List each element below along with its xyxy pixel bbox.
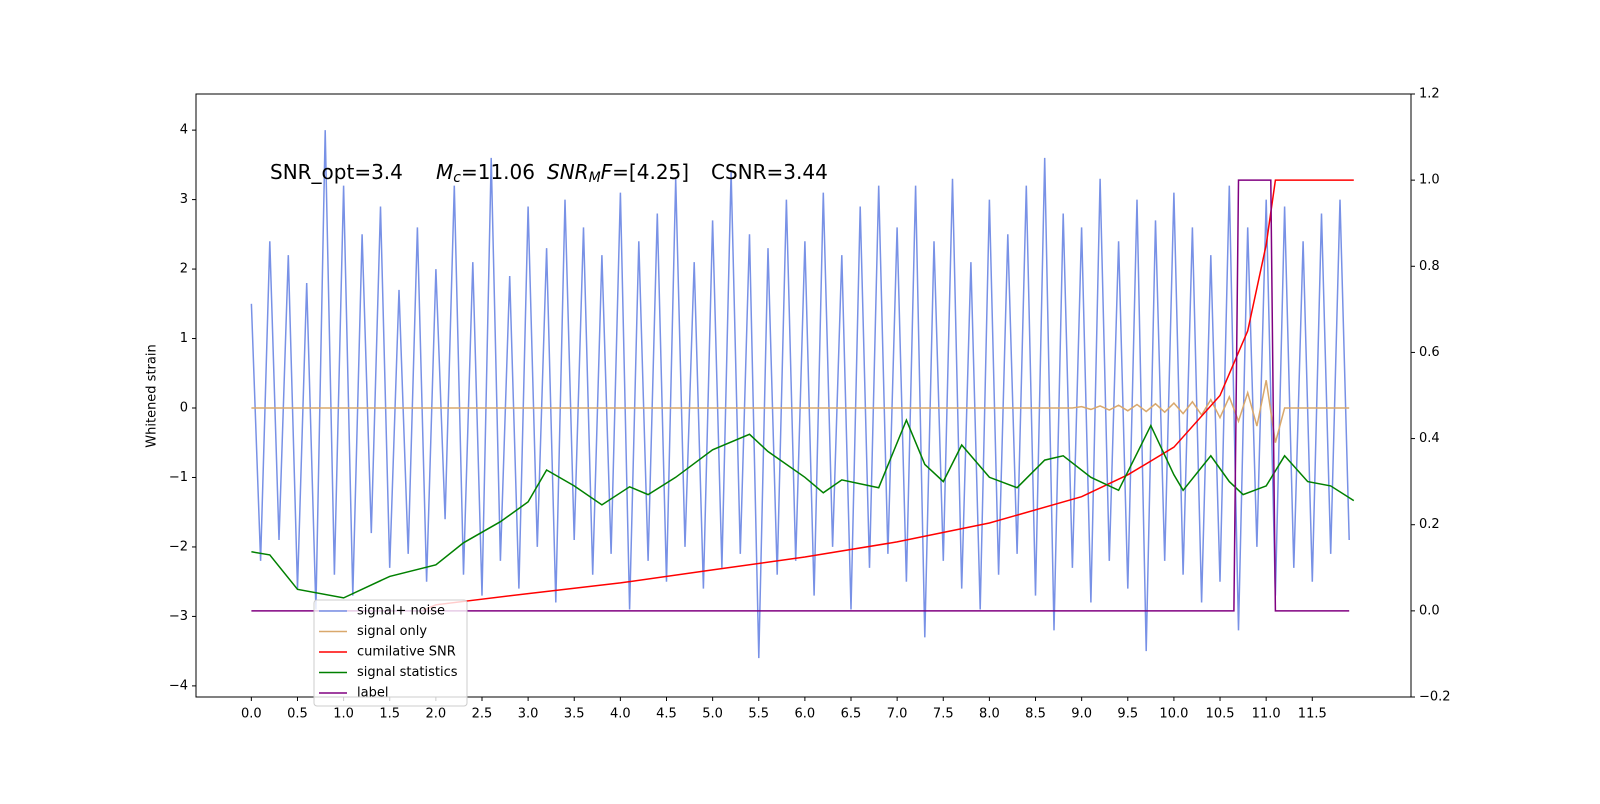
y2-tick-label: 1.0 [1419,173,1440,188]
x-tick-label: 6.5 [841,707,862,722]
annotation-part: F [601,160,613,184]
annotation-part: M [589,170,601,186]
y-tick-label: 3 [180,192,188,207]
y2-tick-label: 0.8 [1419,259,1440,274]
y2-tick-label: 1.2 [1419,87,1440,102]
series-line [251,179,1350,612]
plot-frame [195,93,1412,698]
x-tick-label: 8.5 [1025,707,1046,722]
x-tick-label: 11.0 [1252,707,1281,722]
y2-tick-label: 0.2 [1419,517,1440,532]
legend-label: label [357,686,388,701]
y-tick-label: 2 [180,262,188,277]
x-tick-label: 10.5 [1206,707,1235,722]
x-tick-label: 2.0 [426,707,447,722]
x-tick-label: 1.0 [333,707,354,722]
y2-tick-label: 0.4 [1419,431,1440,446]
legend: signal+ noise signal only cumilative SNR si… [313,599,468,707]
y-tick-label: 0 [180,401,188,416]
x-tick-label: 5.0 [702,707,723,722]
annotation-part: =[4.25] [612,160,689,184]
legend-frame [313,599,468,707]
series-line [250,130,1350,659]
x-tick-label: 7.0 [887,707,908,722]
annotation-part: =11.06 [461,160,535,184]
annotation: CSNR=3.44 [711,160,828,184]
y-tick-label: −4 [169,678,188,693]
y2-tick-label: −0.2 [1419,690,1451,705]
legend-label: cumilative SNR [357,645,456,660]
x-tick-label: 4.0 [610,707,631,722]
y2-tick-label: 0.6 [1419,345,1440,360]
series-line [251,418,1355,599]
series-line [421,179,1354,612]
annotation: Mc=11.06 [436,160,535,187]
x-tick-label: 9.0 [1071,707,1092,722]
x-tick-label: 6.0 [795,707,816,722]
y-tick-label: −1 [169,470,188,485]
y-tick-label: −2 [169,539,188,554]
legend-label: signal only [357,624,427,639]
x-tick-label: 8.0 [979,707,1000,722]
x-tick-label: 1.5 [379,707,400,722]
annotation: SNRMF=[4.25] [547,160,689,187]
annotation-part: SNR [547,160,589,184]
legend-label: signal+ noise [357,604,445,619]
y-tick-label: 4 [180,123,188,138]
x-tick-label: 0.5 [287,707,308,722]
x-tick-label: 10.0 [1159,707,1188,722]
x-tick-label: 0.0 [241,707,262,722]
y-tick-label: −3 [169,609,188,624]
x-tick-label: 3.5 [564,707,585,722]
annotation-part: M [436,160,453,184]
x-tick-label: 4.5 [656,707,677,722]
y-tick-label: 1 [180,331,188,346]
series-line [251,380,1350,443]
annotation-part: SNR_opt=3.4 [270,160,403,184]
x-tick-label: 9.5 [1117,707,1138,722]
annotation-part: c [453,170,461,186]
x-tick-label: 7.5 [933,707,954,722]
x-tick-label: 2.5 [472,707,493,722]
annotation: SNR_opt=3.4 [270,160,403,184]
y-axis-label: Whitened strain [145,344,160,447]
x-tick-label: 11.5 [1298,707,1327,722]
x-tick-label: 3.0 [518,707,539,722]
x-tick-label: 5.5 [748,707,769,722]
annotation-part: CSNR=3.44 [711,160,828,184]
legend-label: signal statistics [357,665,458,680]
y2-tick-label: 0.0 [1419,603,1440,618]
